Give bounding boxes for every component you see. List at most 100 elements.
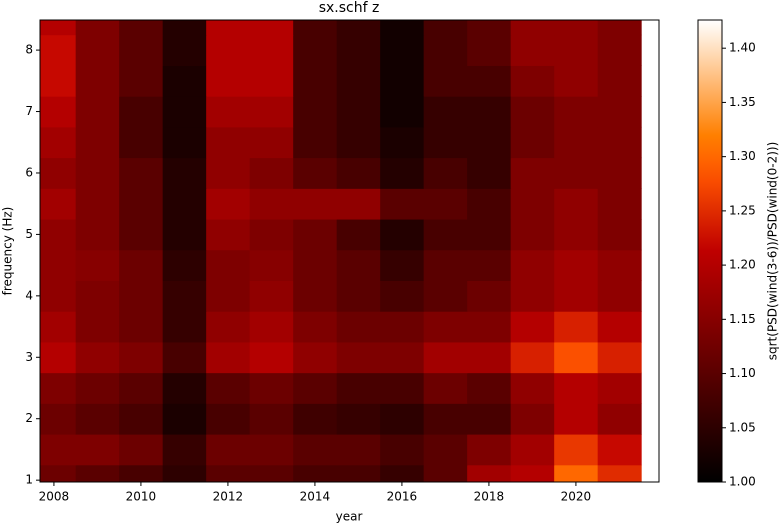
- heatmap-cell: [293, 188, 338, 220]
- heatmap-cell: [597, 219, 642, 251]
- heatmap-cell: [40, 311, 77, 343]
- y-axis-label: frequency (Hz): [1, 207, 15, 296]
- heatmap-cell: [293, 311, 338, 343]
- heatmap-cell: [75, 219, 120, 251]
- x-tick-label: 2008: [39, 490, 70, 504]
- colorbar-tick-label: 1.20: [729, 258, 756, 272]
- heatmap-cell: [249, 65, 294, 97]
- heatmap-cell: [467, 311, 512, 343]
- heatmap-cell: [423, 34, 468, 66]
- heatmap-cell: [597, 34, 642, 66]
- x-axis-label: year: [336, 510, 363, 524]
- heatmap-cell: [75, 20, 120, 36]
- heatmap-cell: [40, 341, 77, 374]
- colorbar-tick-label: 1.25: [729, 203, 756, 217]
- heatmap-cell: [510, 34, 555, 66]
- heatmap-cell: [554, 249, 599, 281]
- y-tick-label: 2: [25, 411, 33, 425]
- colorbar-tick-label: 1.35: [729, 95, 756, 109]
- heatmap-cell: [467, 96, 512, 128]
- heatmap-cell: [336, 157, 381, 189]
- heatmap-cell: [554, 20, 599, 36]
- heatmap-cell: [510, 157, 555, 189]
- heatmap-cell: [423, 219, 468, 251]
- heatmap-cell: [597, 65, 642, 97]
- heatmap-cell: [249, 249, 294, 281]
- heatmap-cell: [336, 34, 381, 66]
- heatmap-cell: [293, 464, 338, 482]
- heatmap-cell: [597, 126, 642, 159]
- heatmap-cell: [467, 434, 512, 466]
- heatmap-cell: [162, 96, 207, 128]
- heatmap-cell: [467, 249, 512, 281]
- heatmap-cell: [423, 188, 468, 220]
- heatmap-cell: [510, 126, 555, 159]
- heatmap-cell: [554, 403, 599, 435]
- heatmap-cell: [380, 464, 425, 482]
- heatmap-cell: [380, 20, 425, 36]
- heatmap-cell: [554, 65, 599, 97]
- heatmap-cell: [336, 341, 381, 374]
- heatmap-cell: [554, 126, 599, 159]
- heatmap-cell: [162, 126, 207, 159]
- heatmap-cell: [467, 20, 512, 36]
- heatmap-cell: [40, 219, 77, 251]
- heatmap-cell: [40, 249, 77, 281]
- heatmap-cell: [119, 219, 164, 251]
- heatmap-cell: [467, 280, 512, 312]
- heatmap-cell: [510, 65, 555, 97]
- heatmap-cell: [380, 372, 425, 404]
- heatmap-cell: [467, 403, 512, 435]
- heatmap-cell: [119, 311, 164, 343]
- heatmap-cell: [423, 157, 468, 189]
- y-tick-label: 5: [25, 227, 33, 241]
- heatmap-cell: [249, 157, 294, 189]
- heatmap-cell: [249, 372, 294, 404]
- heatmap-cell: [554, 188, 599, 220]
- heatmap-cell: [119, 403, 164, 435]
- heatmap-cell: [510, 403, 555, 435]
- heatmap-cell: [293, 280, 338, 312]
- heatmap-cell: [336, 403, 381, 435]
- heatmap-cell: [206, 65, 251, 97]
- heatmap-cell: [510, 219, 555, 251]
- heatmap-cell: [40, 403, 77, 435]
- heatmap-cell: [249, 311, 294, 343]
- heatmap-cell: [293, 157, 338, 189]
- colorbar: [697, 19, 723, 483]
- heatmap-cell: [40, 126, 77, 159]
- heatmap-cell: [119, 157, 164, 189]
- heatmap-cell: [336, 126, 381, 159]
- heatmap-cell: [510, 464, 555, 482]
- heatmap-cell: [467, 372, 512, 404]
- heatmap-cell: [293, 96, 338, 128]
- heatmap-cell: [423, 434, 468, 466]
- heatmap-cell: [206, 249, 251, 281]
- heatmap-cell: [75, 372, 120, 404]
- heatmap-cell: [40, 34, 77, 66]
- heatmap-cell: [293, 34, 338, 66]
- x-tick-label: 2014: [300, 490, 331, 504]
- heatmap: [40, 20, 642, 482]
- heatmap-cell: [597, 372, 642, 404]
- heatmap-cell: [293, 126, 338, 159]
- heatmap-cell: [119, 188, 164, 220]
- heatmap-cell: [423, 20, 468, 36]
- heatmap-cell: [293, 403, 338, 435]
- heatmap-cell: [293, 20, 338, 36]
- heatmap-cell: [40, 157, 77, 189]
- x-tick-label: 2018: [474, 490, 505, 504]
- heatmap-cell: [554, 219, 599, 251]
- heatmap-cell: [597, 249, 642, 281]
- heatmap-cell: [380, 403, 425, 435]
- colorbar-tick-label: 1.05: [729, 420, 756, 434]
- heatmap-cell: [423, 96, 468, 128]
- heatmap-cell: [510, 341, 555, 374]
- heatmap-cell: [554, 464, 599, 482]
- heatmap-cell: [249, 188, 294, 220]
- heatmap-cell: [336, 434, 381, 466]
- heatmap-cell: [206, 219, 251, 251]
- heatmap-cell: [510, 249, 555, 281]
- heatmap-cell: [249, 34, 294, 66]
- heatmap-cell: [423, 65, 468, 97]
